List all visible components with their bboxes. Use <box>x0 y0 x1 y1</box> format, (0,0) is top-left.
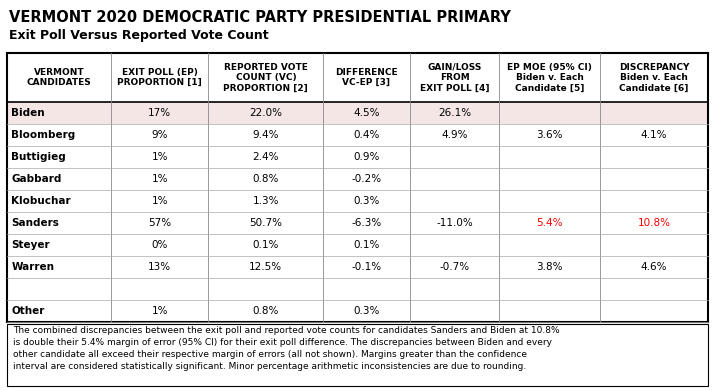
Bar <box>7 212 708 234</box>
Text: 12.5%: 12.5% <box>250 262 282 272</box>
Bar <box>7 168 708 190</box>
Text: 50.7%: 50.7% <box>250 218 282 228</box>
Text: 0.9%: 0.9% <box>353 152 380 162</box>
Text: Biden: Biden <box>11 108 45 119</box>
Text: GAIN/LOSS
FROM
EXIT POLL [4]: GAIN/LOSS FROM EXIT POLL [4] <box>420 63 489 92</box>
Bar <box>7 53 708 103</box>
Text: 1%: 1% <box>152 152 168 162</box>
Text: 17%: 17% <box>148 108 172 119</box>
Text: 0.8%: 0.8% <box>252 306 279 316</box>
Text: The combined discrepancies between the exit poll and reported vote counts for ca: The combined discrepancies between the e… <box>13 326 560 371</box>
Text: 26.1%: 26.1% <box>438 108 471 119</box>
Text: Sanders: Sanders <box>11 218 59 228</box>
Text: 57%: 57% <box>148 218 172 228</box>
Text: Other: Other <box>11 306 45 316</box>
Text: Warren: Warren <box>11 262 54 272</box>
Text: 1%: 1% <box>152 174 168 184</box>
Text: -6.3%: -6.3% <box>351 218 382 228</box>
Text: 0.4%: 0.4% <box>353 130 380 140</box>
Text: EXIT POLL (EP)
PROPORTION [1]: EXIT POLL (EP) PROPORTION [1] <box>117 68 202 87</box>
Bar <box>7 256 708 278</box>
Text: -0.2%: -0.2% <box>351 174 382 184</box>
Text: Buttigieg: Buttigieg <box>11 152 66 162</box>
Text: 5.4%: 5.4% <box>536 218 563 228</box>
Text: 1.3%: 1.3% <box>252 196 279 206</box>
Text: Exit Poll Versus Reported Vote Count: Exit Poll Versus Reported Vote Count <box>9 29 268 42</box>
Text: 4.5%: 4.5% <box>353 108 380 119</box>
Text: -0.7%: -0.7% <box>440 262 470 272</box>
Text: 0.3%: 0.3% <box>353 196 380 206</box>
Bar <box>7 324 708 386</box>
Text: DISCREPANCY
Biden v. Each
Candidate [6]: DISCREPANCY Biden v. Each Candidate [6] <box>618 63 689 92</box>
Text: 1%: 1% <box>152 306 168 316</box>
Text: Klobuchar: Klobuchar <box>11 196 71 206</box>
Text: 0.3%: 0.3% <box>353 306 380 316</box>
Text: -0.1%: -0.1% <box>351 262 382 272</box>
Text: 1%: 1% <box>152 196 168 206</box>
Text: 3.8%: 3.8% <box>536 262 563 272</box>
Text: 9%: 9% <box>152 130 168 140</box>
Text: 0.8%: 0.8% <box>252 174 279 184</box>
Text: 3.6%: 3.6% <box>536 130 563 140</box>
Text: 0.1%: 0.1% <box>252 240 279 250</box>
Text: EP MOE (95% CI)
Biden v. Each
Candidate [5]: EP MOE (95% CI) Biden v. Each Candidate … <box>508 63 592 92</box>
Text: Bloomberg: Bloomberg <box>11 130 76 140</box>
Bar <box>7 190 708 212</box>
Text: 4.1%: 4.1% <box>641 130 667 140</box>
Text: Gabbard: Gabbard <box>11 174 61 184</box>
Text: 4.9%: 4.9% <box>441 130 468 140</box>
Bar <box>7 278 708 300</box>
Text: 10.8%: 10.8% <box>638 218 671 228</box>
Text: Steyer: Steyer <box>11 240 50 250</box>
Bar <box>7 146 708 168</box>
Bar <box>7 300 708 322</box>
Text: REPORTED VOTE
COUNT (VC)
PROPORTION [2]: REPORTED VOTE COUNT (VC) PROPORTION [2] <box>224 63 308 92</box>
Bar <box>7 124 708 146</box>
Text: 2.4%: 2.4% <box>252 152 279 162</box>
Text: 4.6%: 4.6% <box>641 262 667 272</box>
Bar <box>7 103 708 124</box>
Text: 0%: 0% <box>152 240 168 250</box>
Text: 9.4%: 9.4% <box>252 130 279 140</box>
Text: 22.0%: 22.0% <box>250 108 282 119</box>
Bar <box>7 234 708 256</box>
Text: VERMONT
CANDIDATES: VERMONT CANDIDATES <box>27 68 92 87</box>
Text: 0.1%: 0.1% <box>353 240 380 250</box>
Text: VERMONT 2020 DEMOCRATIC PARTY PRESIDENTIAL PRIMARY: VERMONT 2020 DEMOCRATIC PARTY PRESIDENTI… <box>9 10 511 25</box>
Text: DIFFERENCE
VC-EP [3]: DIFFERENCE VC-EP [3] <box>335 68 398 87</box>
Text: -11.0%: -11.0% <box>436 218 473 228</box>
Text: 13%: 13% <box>148 262 172 272</box>
